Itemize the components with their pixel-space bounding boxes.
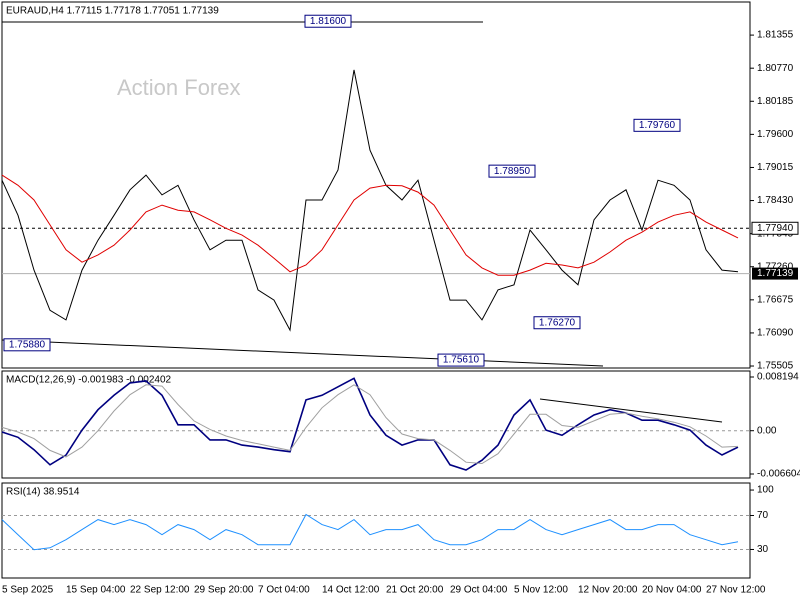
y-tick-label: 1.77260 bbox=[757, 261, 794, 272]
level-label: 1.77940 bbox=[757, 223, 794, 234]
x-tick-label: 29 Sep 20:00 bbox=[194, 585, 254, 596]
level-box bbox=[751, 221, 799, 235]
x-tick-label: 21 Oct 20:00 bbox=[386, 585, 444, 596]
y-tick-label: 1.75505 bbox=[757, 361, 794, 372]
price-label: 1.78950 bbox=[494, 166, 531, 177]
panel-title: EURAUD,H4 1.77115 1.77178 1.77051 1.7713… bbox=[6, 6, 219, 17]
support-trendline bbox=[1, 339, 604, 367]
x-tick-label: 15 Sep 04:00 bbox=[66, 585, 126, 596]
y-tick-label: 1.81355 bbox=[757, 30, 794, 41]
price-label: 1.75880 bbox=[9, 339, 46, 350]
price-label: 1.76270 bbox=[539, 317, 576, 328]
series-line bbox=[1, 69, 739, 332]
y-tick-label: 100 bbox=[757, 485, 774, 496]
price-label-box bbox=[633, 118, 681, 132]
price-label: 1.75610 bbox=[443, 355, 480, 366]
y-tick-label: 0.00 bbox=[757, 425, 777, 436]
series-line bbox=[1, 384, 739, 465]
series-line bbox=[1, 174, 739, 276]
series-line bbox=[1, 513, 739, 551]
y-tick-label: 30 bbox=[757, 544, 769, 555]
y-tick-label: 1.79600 bbox=[757, 129, 794, 140]
x-tick-label: 12 Nov 20:00 bbox=[578, 585, 638, 596]
rsi-panel bbox=[1, 482, 751, 579]
price-label: 1.79760 bbox=[639, 120, 676, 131]
price-panel bbox=[1, 1, 751, 369]
macd-panel bbox=[1, 370, 751, 479]
x-tick-label: 20 Nov 04:00 bbox=[642, 585, 702, 596]
current-price-label: 1.77139 bbox=[757, 268, 794, 279]
y-tick-label: -0.006604 bbox=[757, 469, 800, 480]
series-line bbox=[1, 377, 739, 471]
y-tick-label: 0.008194 bbox=[757, 372, 799, 383]
panel-title: RSI(14) 38.9514 bbox=[6, 487, 80, 498]
x-tick-label: 7 Oct 04:00 bbox=[258, 585, 310, 596]
price-label-box bbox=[533, 316, 581, 330]
x-tick-label: 5 Nov 12:00 bbox=[514, 585, 568, 596]
macd-trendline bbox=[539, 398, 723, 423]
y-tick-label: 1.80770 bbox=[757, 63, 794, 74]
y-tick-label: 1.76090 bbox=[757, 328, 794, 339]
x-tick-label: 5 Sep 2025 bbox=[2, 585, 54, 596]
price-label-box bbox=[437, 353, 485, 367]
y-tick-label: 1.78430 bbox=[757, 195, 794, 206]
panel-title: MACD(12,26,9) -0.001983 -0.002402 bbox=[6, 375, 172, 386]
watermark: Action Forex bbox=[117, 75, 241, 100]
y-tick-label: 70 bbox=[757, 510, 769, 521]
price-label-box bbox=[3, 338, 51, 352]
x-tick-label: 29 Oct 04:00 bbox=[450, 585, 508, 596]
y-tick-label: 1.80185 bbox=[757, 96, 794, 107]
x-tick-label: 27 Nov 12:00 bbox=[706, 585, 766, 596]
current-price-box bbox=[752, 267, 798, 280]
price-label: 1.81600 bbox=[310, 16, 347, 27]
x-tick-label: 22 Sep 12:00 bbox=[130, 585, 190, 596]
y-tick-label: 1.76675 bbox=[757, 294, 794, 305]
y-tick-label: 1.79015 bbox=[757, 162, 794, 173]
price-label-box bbox=[304, 14, 352, 28]
x-tick-label: 14 Oct 12:00 bbox=[322, 585, 380, 596]
price-label-box bbox=[488, 164, 536, 178]
